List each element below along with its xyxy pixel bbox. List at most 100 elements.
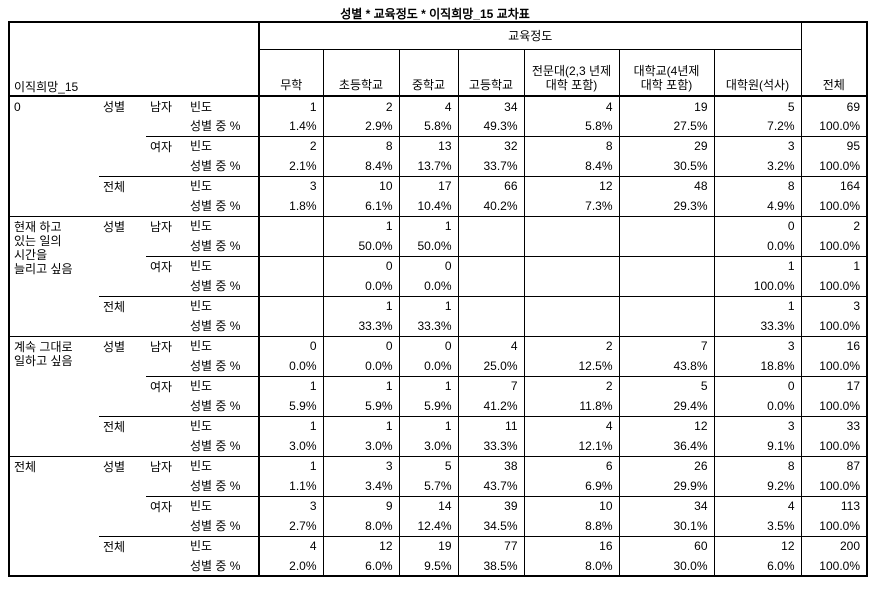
pct-cell: 0.0%: [322, 276, 399, 296]
count-cell: 113: [800, 495, 867, 516]
pct-cell: 5.7%: [398, 476, 458, 496]
table-title: 성별 * 교육정도 * 이직희망_15 교차표: [340, 7, 530, 21]
count-cell: 4: [457, 335, 524, 356]
col-header: 초등학교: [322, 49, 399, 97]
count-cell: 1: [800, 255, 867, 276]
count-cell: 1: [398, 295, 458, 316]
gender-label-empty: [146, 295, 186, 336]
count-cell: 33: [800, 415, 867, 436]
count-cell: 69: [800, 96, 867, 116]
count-cell: 3: [258, 495, 323, 516]
pct-cell: 5.8%: [398, 116, 458, 136]
gender-male-label: 남자: [146, 215, 186, 256]
pct-cell: 100.0%: [800, 276, 867, 296]
count-cell: 38: [457, 455, 524, 476]
pct-cell: 8.0%: [523, 556, 619, 576]
col-header: 무학: [258, 49, 323, 97]
pct-cell: 30.1%: [618, 516, 714, 536]
pct-cell: 100.0%: [800, 156, 867, 176]
pct-cell: 30.5%: [618, 156, 714, 176]
pct-cell: 100.0%: [713, 276, 801, 296]
pct-cell: 13.7%: [398, 156, 458, 176]
count-cell: 4: [258, 535, 323, 556]
pct-cell: 100.0%: [800, 116, 867, 136]
count-cell: 8: [523, 135, 619, 156]
count-cell: 6: [523, 455, 619, 476]
count-cell: 19: [398, 535, 458, 556]
count-cell: 0: [713, 215, 801, 236]
pct-cell: 0.0%: [713, 396, 801, 416]
gender-group-label: 성별: [99, 335, 146, 416]
gender-total-label: 전체: [99, 175, 146, 216]
pct-cell: 8.0%: [322, 516, 399, 536]
count-cell: 11: [457, 415, 524, 436]
gender-total-label: 전체: [99, 295, 146, 336]
pct-cell: 33.3%: [398, 316, 458, 336]
stat-count-label: 빈도: [190, 99, 213, 114]
count-cell: 8: [322, 135, 399, 156]
stat-pct-label: 성별 중 %: [190, 398, 241, 413]
count-cell: 48: [618, 175, 714, 196]
count-cell: 1: [322, 215, 399, 236]
count-cell: 60: [618, 535, 714, 556]
pct-cell: 11.8%: [523, 396, 619, 416]
count-cell: 2: [322, 96, 399, 116]
gender-male-label: 남자: [146, 335, 186, 376]
count-cell: [523, 295, 619, 316]
spss-output-page: 성별 * 교육정도 * 이직희망_15 교차표 이직희망_15 교육정도 전체 무학 초…: [8, 7, 868, 577]
pct-cell: [258, 316, 323, 336]
pct-cell: 4.9%: [713, 196, 801, 216]
count-cell: [618, 295, 714, 316]
pct-cell: 6.9%: [523, 476, 619, 496]
pct-cell: 43.8%: [618, 356, 714, 376]
pct-cell: 12.5%: [523, 356, 619, 376]
pct-cell: 0.0%: [398, 276, 458, 296]
stat-count-label: 빈도: [186, 335, 259, 356]
pct-cell: 6.1%: [322, 196, 399, 216]
count-cell: 14: [398, 495, 458, 516]
pct-cell: 50.0%: [398, 236, 458, 256]
pct-cell: 1.1%: [258, 476, 323, 496]
pct-cell: 100.0%: [800, 196, 867, 216]
gender-male-label: 남자: [150, 100, 173, 114]
stat-pct-label: 성별 중 %: [190, 158, 241, 173]
count-cell: 34: [618, 495, 714, 516]
gender-group-label: 성별: [99, 455, 146, 536]
pct-cell: [618, 316, 714, 336]
count-cell: 3: [713, 135, 801, 156]
pct-cell: 100.0%: [800, 516, 867, 536]
count-cell: 1: [398, 415, 458, 436]
pct-cell: 100.0%: [800, 436, 867, 456]
pct-cell: 8.4%: [322, 156, 399, 176]
pct-cell: 33.7%: [457, 156, 524, 176]
pct-cell: [457, 316, 524, 336]
count-cell: 0: [713, 375, 801, 396]
pct-cell: 6.0%: [322, 556, 399, 576]
count-cell: 1: [713, 295, 801, 316]
count-cell: 17: [800, 375, 867, 396]
count-cell: [258, 255, 323, 276]
gender-female-label: 여자: [146, 255, 186, 296]
stat-count-label: 빈도: [186, 215, 259, 236]
pct-cell: 9.1%: [713, 436, 801, 456]
pct-cell: 50.0%: [322, 236, 399, 256]
pct-cell: 6.0%: [713, 556, 801, 576]
gender-label-empty: [146, 535, 186, 576]
count-cell: 95: [800, 135, 867, 156]
pct-cell: 25.0%: [457, 356, 524, 376]
pct-cell: 0.0%: [322, 356, 399, 376]
count-cell: 87: [800, 455, 867, 476]
count-cell: 13: [398, 135, 458, 156]
count-cell: [618, 215, 714, 236]
count-cell: 5: [618, 375, 714, 396]
count-cell: 66: [457, 175, 524, 196]
pct-cell: 3.0%: [258, 436, 323, 456]
pct-cell: 100.0%: [800, 356, 867, 376]
count-cell: 5: [398, 455, 458, 476]
count-cell: 8: [713, 175, 801, 196]
pct-cell: 29.4%: [618, 396, 714, 416]
count-cell: 1: [713, 255, 801, 276]
stat-pct-label: 성별 중 %: [190, 118, 241, 133]
pct-cell: 0.0%: [258, 356, 323, 376]
count-cell: 3: [258, 175, 323, 196]
